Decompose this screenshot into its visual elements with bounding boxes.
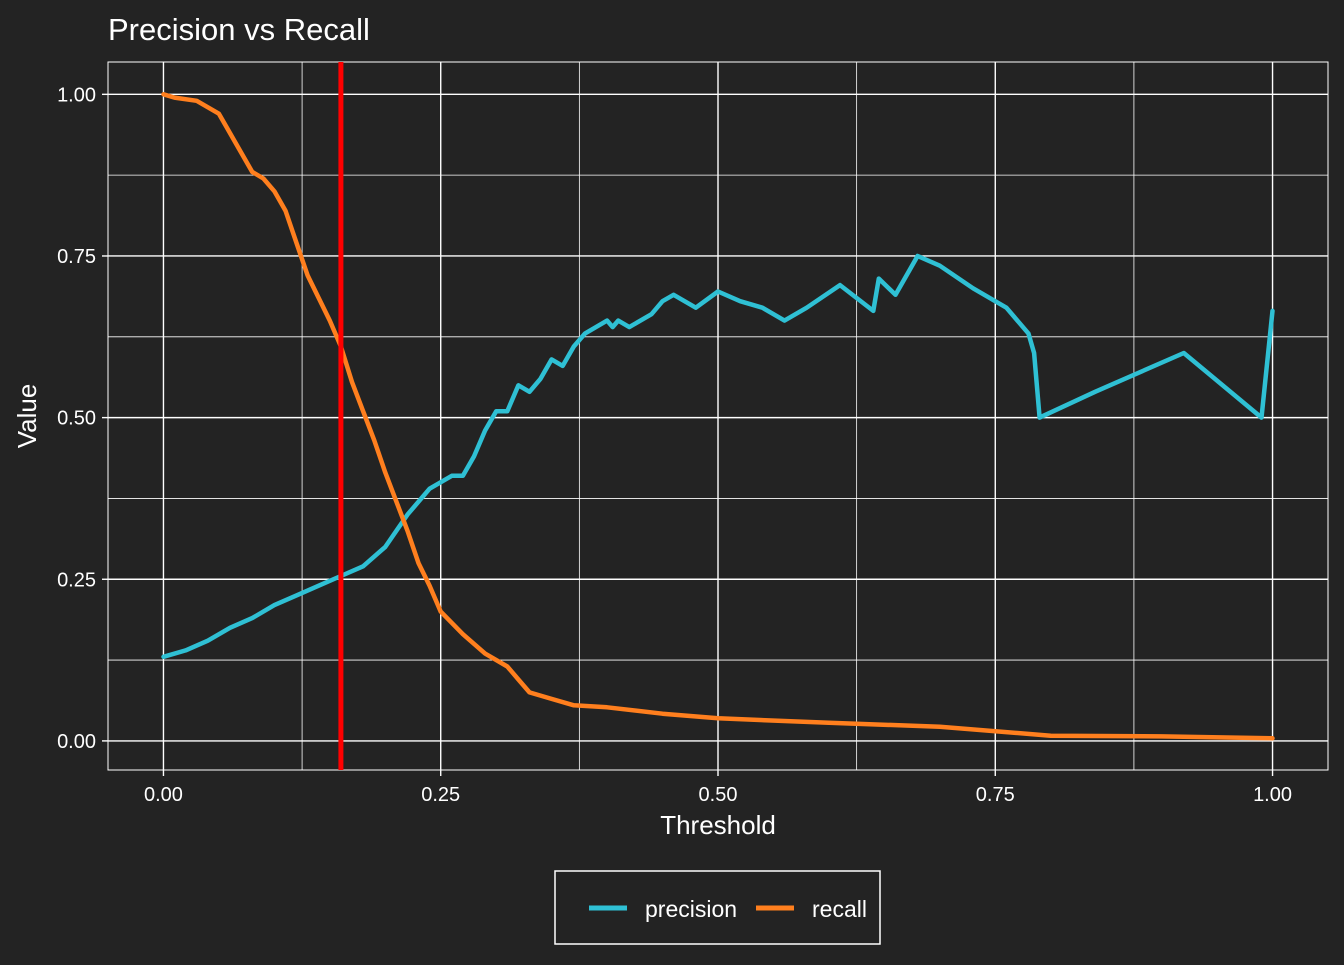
x-tick-label: 0.00 bbox=[144, 784, 183, 806]
legend: precision recall bbox=[554, 870, 881, 945]
y-tick-label: 0.25 bbox=[57, 569, 96, 591]
x-tick-label: 0.25 bbox=[421, 784, 460, 806]
chart-title: Precision vs Recall bbox=[108, 12, 370, 47]
recall-line bbox=[161, 92, 1275, 741]
legend-label-recall: recall bbox=[812, 896, 867, 922]
y-tick-label: 0.75 bbox=[57, 246, 96, 268]
series-lines bbox=[161, 92, 1275, 741]
x-axis-ticks: 0.00 0.25 0.50 0.75 1.00 bbox=[144, 770, 1292, 806]
precision-line bbox=[161, 253, 1275, 660]
y-tick-label: 0.50 bbox=[57, 408, 96, 430]
x-tick-label: 0.50 bbox=[699, 784, 738, 806]
x-axis-label: Threshold bbox=[660, 810, 776, 840]
legend-box bbox=[554, 870, 881, 945]
grid-lines bbox=[108, 62, 1328, 770]
y-tick-label: 0.00 bbox=[57, 731, 96, 753]
y-tick-label: 1.00 bbox=[57, 84, 96, 106]
x-tick-label: 1.00 bbox=[1253, 784, 1292, 806]
legend-label-precision: precision bbox=[645, 896, 737, 922]
y-axis-ticks: 0.00 0.25 0.50 0.75 1.00 bbox=[57, 84, 108, 753]
x-tick-label: 0.75 bbox=[976, 784, 1015, 806]
y-axis-label: Value bbox=[12, 384, 42, 449]
